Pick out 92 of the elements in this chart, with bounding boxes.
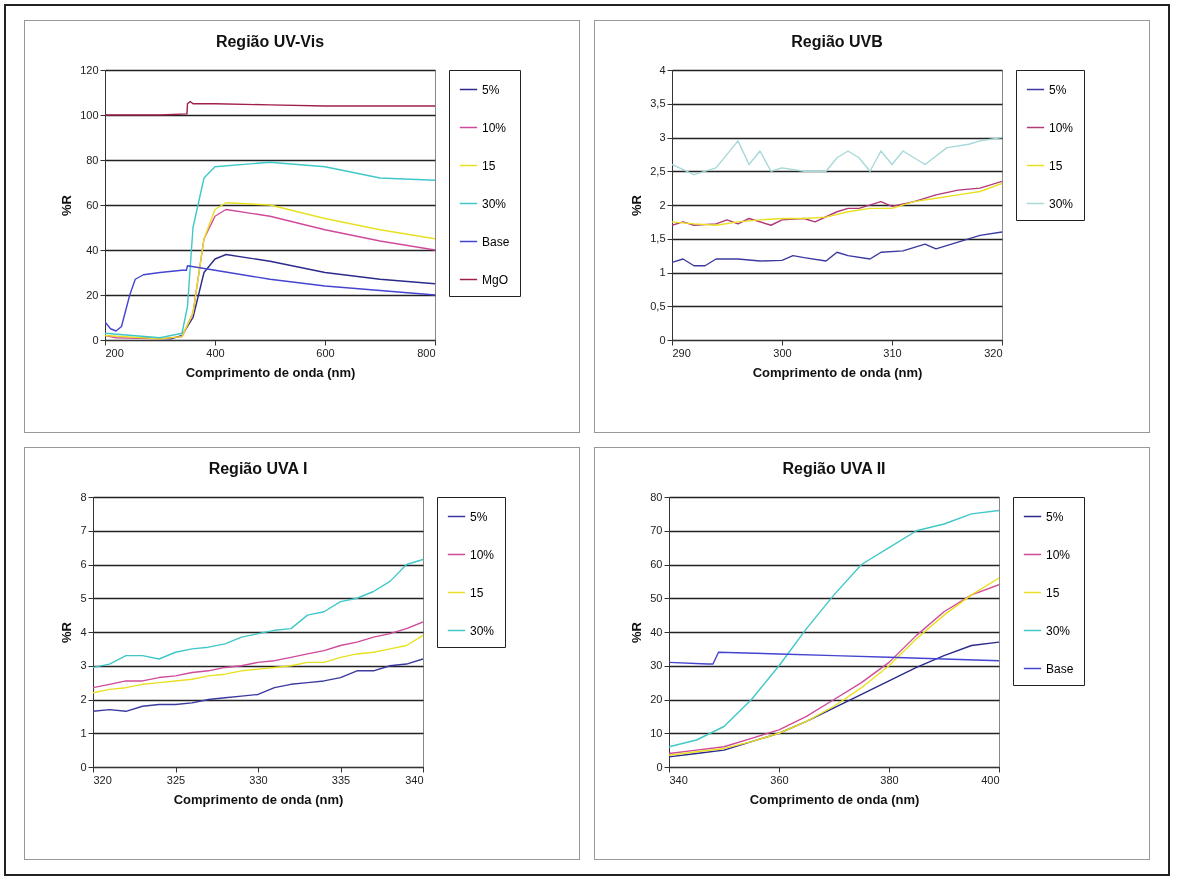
y-tick-label: 3,5 — [650, 97, 666, 110]
y-tick-label: 1 — [80, 726, 87, 739]
legend-label: 30% — [470, 623, 495, 638]
x-tick-label: 300 — [773, 346, 792, 359]
x-axis-title: Comprimento de onda (nm) — [752, 364, 923, 380]
y-tick-label: 7 — [80, 524, 87, 537]
line-series — [672, 231, 1002, 267]
y-tick-label: 4 — [80, 625, 87, 638]
x-tick-label: 380 — [880, 773, 899, 786]
line-series — [93, 558, 423, 669]
y-axis-title: %R — [629, 194, 645, 216]
y-tick-label: 5 — [80, 591, 87, 604]
y-tick-label: 3 — [80, 659, 87, 672]
y-tick-label: 30 — [650, 659, 663, 672]
y-tick-label: 6 — [80, 558, 87, 570]
legend-label: 15 — [1049, 158, 1063, 173]
legend-label: MgO — [482, 272, 509, 287]
y-tick-label: 60 — [650, 558, 663, 570]
y-tick-label: 50 — [650, 591, 663, 604]
y-tick-label: 2 — [80, 693, 87, 705]
y-tick-label: 60 — [86, 198, 99, 211]
x-tick-label: 320 — [93, 773, 112, 786]
y-tick-label: 70 — [650, 524, 663, 537]
x-axis-title: Comprimento de onda (nm) — [173, 791, 344, 807]
y-tick-label: 3 — [659, 131, 666, 143]
x-tick-label: 400 — [206, 346, 225, 359]
x-tick-label: 290 — [672, 346, 691, 359]
y-axis-title: %R — [59, 194, 75, 216]
legend-label: 15 — [1046, 585, 1060, 600]
y-tick-label: 1,5 — [650, 232, 666, 245]
legend-label: 30% — [1046, 623, 1071, 638]
line-series — [672, 136, 1002, 176]
legend-label: 5% — [470, 509, 488, 524]
legend-label: 10% — [482, 120, 507, 135]
y-tick-label: 40 — [650, 625, 663, 638]
line-series — [93, 634, 423, 694]
chart-title: Região UV-Vis — [215, 33, 325, 50]
line-series — [105, 265, 435, 332]
legend-label: 15 — [482, 158, 496, 173]
y-tick-label: 0 — [656, 760, 663, 773]
line-series — [669, 509, 999, 748]
y-tick-label: 4 — [659, 63, 666, 76]
x-tick-label: 800 — [417, 346, 436, 359]
y-tick-label: 80 — [86, 153, 99, 166]
line-series — [105, 100, 435, 116]
y-tick-label: 0,5 — [650, 299, 666, 312]
legend-label: 30% — [1049, 196, 1074, 211]
y-axis-title: %R — [629, 621, 645, 643]
line-series — [93, 658, 423, 713]
y-tick-label: 1 — [659, 266, 666, 278]
chart-title: Região UVA I — [208, 460, 308, 477]
x-tick-label: 600 — [316, 346, 335, 359]
line-series — [93, 621, 423, 689]
legend-label: 5% — [1046, 509, 1064, 524]
x-tick-label: 340 — [669, 773, 688, 786]
x-tick-label: 335 — [331, 773, 351, 786]
chart-title: Região UVA II — [782, 460, 886, 477]
legend-label: 30% — [482, 196, 507, 211]
legend-label: 5% — [482, 82, 500, 97]
x-tick-label: 360 — [770, 773, 789, 786]
y-tick-label: 20 — [86, 288, 99, 301]
x-tick-label: 340 — [405, 773, 424, 786]
legend-label: 5% — [1049, 82, 1067, 97]
y-tick-label: 0 — [92, 333, 99, 346]
x-axis-title: Comprimento de onda (nm) — [185, 364, 356, 380]
y-tick-label: 2,5 — [650, 164, 666, 177]
y-tick-label: 2 — [659, 198, 666, 211]
legend-label: Base — [1046, 661, 1074, 676]
x-tick-label: 320 — [984, 346, 1003, 359]
y-tick-label: 8 — [80, 490, 87, 503]
legend-label: 15 — [470, 585, 484, 600]
y-tick-label: 0 — [80, 760, 87, 773]
x-axis-title: Comprimento de onda (nm) — [749, 791, 920, 807]
y-tick-label: 120 — [80, 63, 99, 76]
legend-label: 10% — [1049, 120, 1074, 135]
legend-label: 10% — [470, 547, 495, 562]
x-tick-label: 330 — [249, 773, 268, 786]
x-tick-label: 200 — [105, 346, 124, 359]
y-tick-label: 40 — [86, 243, 99, 256]
legend-label: 10% — [1046, 547, 1071, 562]
chart-title: Região UVB — [791, 33, 883, 50]
y-tick-label: 10 — [650, 726, 663, 739]
y-tick-label: 20 — [650, 693, 663, 705]
y-tick-label: 0 — [659, 333, 666, 346]
line-series — [669, 651, 999, 665]
x-tick-label: 400 — [981, 773, 1000, 786]
x-tick-label: 310 — [883, 346, 902, 359]
legend-label: Base — [482, 234, 510, 249]
y-axis-title: %R — [59, 621, 75, 643]
x-tick-label: 325 — [166, 773, 186, 786]
y-tick-label: 80 — [650, 490, 663, 503]
y-tick-label: 100 — [80, 108, 99, 121]
